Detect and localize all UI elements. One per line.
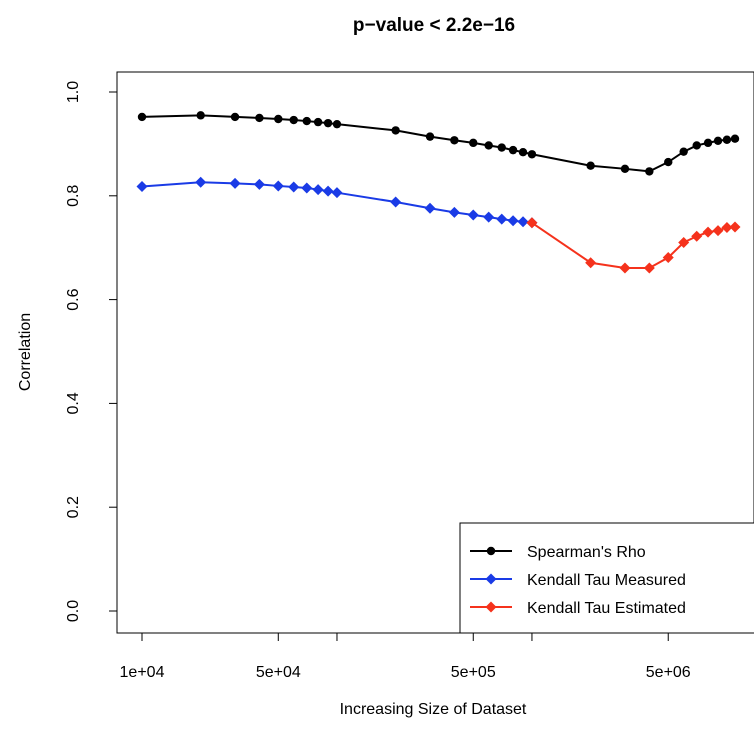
x-tick-label: 5e+06 — [646, 664, 691, 681]
y-axis: 0.0 0.2 0.4 0.6 0.8 1.0 — [65, 81, 117, 622]
data-point — [313, 184, 324, 195]
y-tick-label: 0.4 — [65, 392, 82, 414]
x-axis: 1e+04 5e+04 5e+05 5e+06 — [120, 633, 754, 681]
data-point — [255, 114, 263, 122]
series-layer — [137, 111, 741, 273]
data-point — [314, 118, 322, 126]
data-point — [449, 207, 460, 218]
data-point — [484, 141, 492, 149]
data-point — [333, 120, 341, 128]
data-point — [288, 181, 299, 192]
data-point — [644, 262, 655, 273]
data-point — [723, 136, 731, 144]
data-point — [274, 115, 282, 123]
data-point — [704, 139, 712, 147]
y-tick-label: 0.2 — [65, 496, 82, 518]
legend-label: Kendall Tau Measured — [527, 572, 686, 589]
data-point — [230, 178, 241, 189]
data-point — [526, 217, 537, 228]
data-point — [730, 221, 741, 232]
y-tick-label: 0.6 — [65, 288, 82, 310]
data-point — [469, 139, 477, 147]
series-2 — [526, 217, 740, 273]
data-point — [483, 212, 494, 223]
data-point — [528, 150, 536, 158]
legend-label: Spearman's Rho — [527, 544, 646, 561]
data-point — [426, 132, 434, 140]
data-point — [290, 116, 298, 124]
data-point — [691, 231, 702, 242]
data-point — [619, 262, 630, 273]
data-point — [323, 186, 334, 197]
data-point — [196, 111, 204, 119]
data-point — [645, 167, 653, 175]
data-point — [586, 161, 594, 169]
data-point — [693, 141, 701, 149]
x-axis-label: Increasing Size of Dataset — [340, 701, 527, 718]
data-point — [273, 180, 284, 191]
data-point — [621, 165, 629, 173]
data-point — [509, 146, 517, 154]
data-point — [254, 179, 265, 190]
data-point — [703, 227, 714, 238]
data-point — [518, 216, 529, 227]
data-point — [714, 137, 722, 145]
data-point — [231, 113, 239, 121]
y-tick-label: 1.0 — [65, 81, 82, 103]
data-point — [508, 215, 519, 226]
chart-title: p−value < 2.2e−16 — [353, 15, 515, 36]
data-point — [731, 135, 739, 143]
data-point — [468, 210, 479, 221]
legend: Spearman's Rho Kendall Tau Measured Kendal… — [460, 523, 754, 633]
data-point — [303, 117, 311, 125]
series-line — [142, 115, 735, 171]
data-point — [324, 119, 332, 127]
data-point — [425, 203, 436, 214]
data-point — [585, 257, 596, 268]
data-point — [519, 148, 527, 156]
legend-marker — [487, 547, 495, 555]
data-point — [138, 113, 146, 121]
x-tick-label: 5e+04 — [256, 664, 301, 681]
x-tick-label: 1e+04 — [120, 664, 165, 681]
data-point — [679, 147, 687, 155]
data-point — [713, 225, 724, 236]
data-point — [331, 187, 342, 198]
data-point — [390, 197, 401, 208]
y-axis-label: Correlation — [17, 313, 34, 391]
x-tick-label: 5e+05 — [451, 664, 496, 681]
data-point — [496, 214, 507, 225]
series-1 — [137, 177, 538, 228]
series-0 — [138, 111, 739, 175]
data-point — [664, 158, 672, 166]
y-tick-label: 0.0 — [65, 600, 82, 622]
series-line — [532, 223, 735, 268]
data-point — [391, 126, 399, 134]
data-point — [137, 181, 148, 192]
y-tick-label: 0.8 — [65, 185, 82, 207]
data-point — [195, 177, 206, 188]
data-point — [450, 136, 458, 144]
data-point — [301, 183, 312, 194]
data-point — [498, 143, 506, 151]
legend-label: Kendall Tau Estimated — [527, 600, 686, 617]
